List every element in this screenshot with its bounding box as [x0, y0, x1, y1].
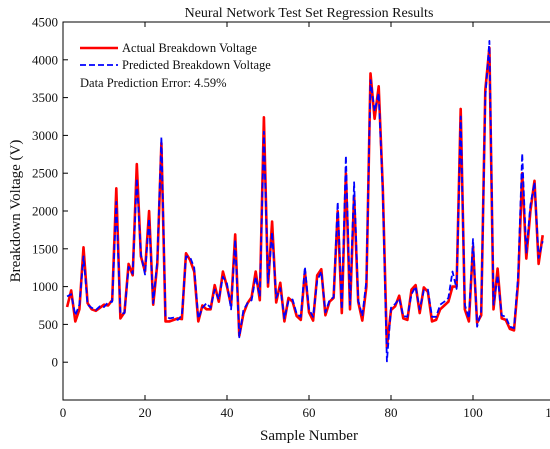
x-tick-label: 60 [303, 405, 316, 420]
y-axis-label: Breakdown Voltage (V) [8, 140, 24, 283]
y-tick-label: 2500 [32, 166, 58, 181]
y-tick-label: 500 [39, 317, 59, 332]
legend-label-predicted: Predicted Breakdown Voltage [122, 58, 271, 72]
x-tick-label: 0 [60, 405, 67, 420]
y-axis: 0 500 1000 1500 2000 2500 3000 3500 4000 4500 [32, 15, 68, 370]
series-line-actual [65, 46, 544, 349]
y-tick-label: 3500 [32, 90, 58, 105]
x-tick-label: 120 [545, 405, 550, 420]
y-tick-label: 0 [52, 355, 59, 370]
y-tick-label: 1500 [32, 241, 58, 256]
series-line-predicted [66, 40, 544, 363]
chart-title: Neural Network Test Set Regression Resul… [185, 6, 434, 21]
x-tick-label: 100 [463, 405, 483, 420]
y-tick-label: 4000 [32, 52, 58, 67]
x-axis-label: Sample Number [260, 428, 358, 444]
y-tick-label: 1000 [32, 279, 58, 294]
y-tick-label: 2000 [32, 204, 58, 219]
y-tick-label: 4500 [32, 15, 58, 30]
prediction-error-annotation: Data Prediction Error: 4.59% [80, 76, 226, 90]
x-tick-label: 80 [385, 405, 398, 420]
y-tick-label: 3000 [32, 128, 58, 143]
x-tick-label: 20 [139, 405, 152, 420]
legend: Actual Breakdown Voltage Predicted Break… [80, 41, 271, 72]
x-axis: 0 20 40 60 80 100 120 [60, 22, 550, 420]
legend-label-actual: Actual Breakdown Voltage [122, 41, 257, 55]
x-tick-label: 40 [221, 405, 234, 420]
